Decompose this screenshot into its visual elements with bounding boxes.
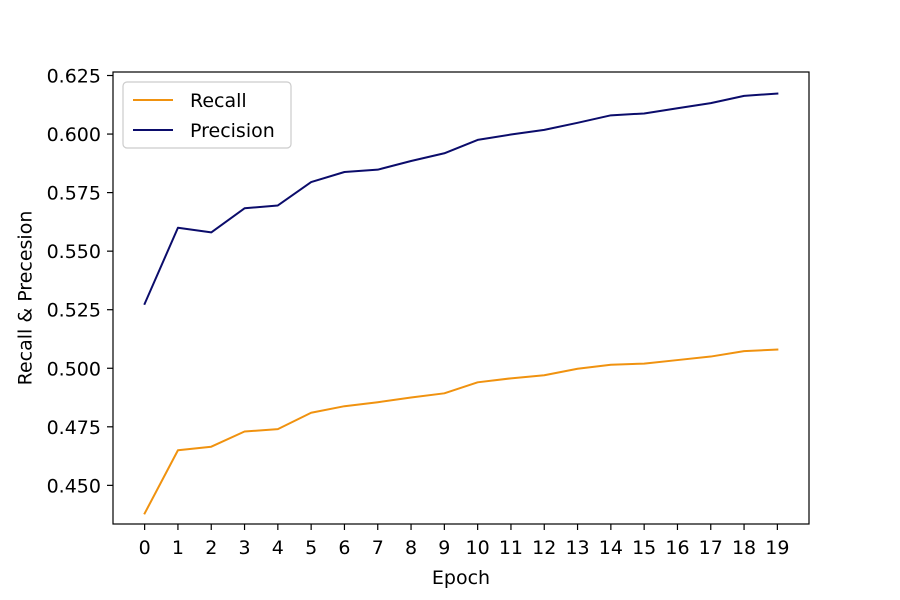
y-tick-label: 0.575 (47, 183, 101, 205)
series-line-precision (143, 92, 779, 306)
axes-frame (112, 71, 810, 525)
x-tick-label: 18 (732, 537, 756, 559)
y-tick-label: 0.550 (47, 241, 101, 263)
x-tick-label: 0 (139, 537, 151, 559)
x-tick-label: 8 (405, 537, 417, 559)
x-tick-label: 5 (305, 537, 317, 559)
x-tick-label: 10 (466, 537, 490, 559)
y-axis-ticks: 0.450 0.475 0.500 0.525 0.550 0.575 0.600 0.625 (47, 66, 113, 497)
x-tick-label: 11 (499, 537, 523, 559)
x-tick-label: 9 (438, 537, 450, 559)
legend-box (122, 81, 292, 149)
legend-label-precision: Precision (190, 120, 275, 142)
y-tick-label: 0.450 (47, 475, 101, 497)
series-line-recall (143, 348, 779, 515)
x-tick-label: 4 (272, 537, 284, 559)
y-tick-label: 0.600 (47, 124, 101, 146)
y-axis-label: Recall & Precesion (15, 211, 37, 386)
y-tick-label: 0.625 (47, 66, 101, 88)
x-tick-label: 12 (532, 537, 556, 559)
x-tick-label: 6 (338, 537, 350, 559)
x-tick-label: 15 (632, 537, 656, 559)
x-tick-label: 2 (205, 537, 217, 559)
x-tick-label: 19 (765, 537, 789, 559)
legend-label-recall: Recall (190, 90, 247, 112)
x-axis-label: Epoch (432, 567, 490, 589)
x-tick-label: 7 (372, 537, 384, 559)
x-tick-label: 16 (665, 537, 689, 559)
x-tick-label: 3 (238, 537, 250, 559)
x-axis-ticks: 0 1 2 3 4 5 6 7 8 9 10 11 12 13 14 15 16 17 18 19 (139, 524, 789, 559)
y-tick-label: 0.500 (47, 358, 101, 380)
x-tick-label: 1 (172, 537, 184, 559)
y-tick-label: 0.525 (47, 300, 101, 322)
x-tick-label: 13 (565, 537, 589, 559)
x-tick-label: 14 (599, 537, 623, 559)
y-tick-label: 0.475 (47, 417, 101, 439)
x-tick-label: 17 (699, 537, 723, 559)
legend: Recall Precision (122, 81, 292, 149)
series-layer (143, 92, 779, 515)
